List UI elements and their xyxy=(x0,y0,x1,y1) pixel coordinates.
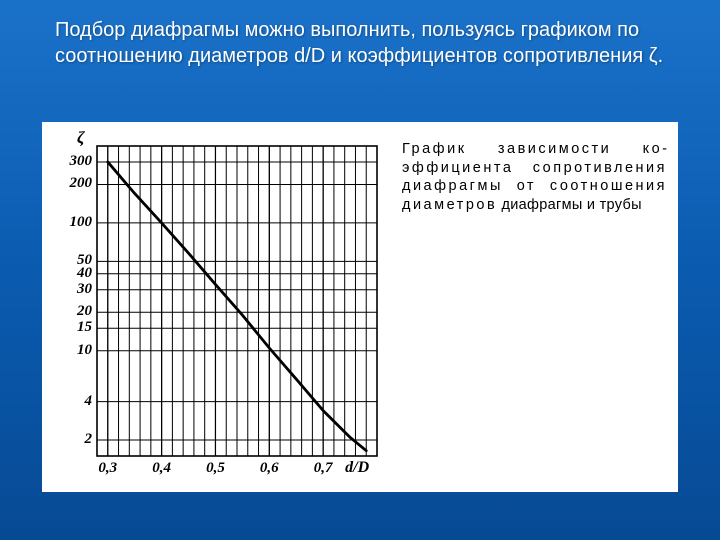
caption-line2: диафрагмы и трубы xyxy=(502,197,642,213)
y-tick-label: 10 xyxy=(52,342,92,359)
y-tick-label: 30 xyxy=(52,281,92,298)
x-tick-label: 0,5 xyxy=(200,460,230,477)
y-tick-label: 15 xyxy=(52,319,92,336)
chart-figure: ζ d/D График зависимости ко­эффициента с… xyxy=(42,122,678,492)
y-axis-symbol: ζ xyxy=(77,128,85,148)
y-tick-label: 50 xyxy=(52,252,92,269)
y-tick-label: 300 xyxy=(52,153,92,170)
x-axis-unit: d/D xyxy=(345,459,369,477)
slide-title: Подбор диафрагмы можно выполнить, пользу… xyxy=(55,18,665,69)
y-tick-label: 4 xyxy=(52,393,92,410)
x-tick-label: 0,7 xyxy=(308,460,338,477)
y-tick-label: 100 xyxy=(52,214,92,231)
x-tick-label: 0,4 xyxy=(147,460,177,477)
x-tick-label: 0,3 xyxy=(93,460,123,477)
figure-caption: График зависимости ко­эффициента сопроти… xyxy=(402,140,667,214)
y-tick-label: 2 xyxy=(52,431,92,448)
x-tick-label: 0,6 xyxy=(254,460,284,477)
y-tick-label: 200 xyxy=(52,175,92,192)
y-tick-label: 20 xyxy=(52,303,92,320)
